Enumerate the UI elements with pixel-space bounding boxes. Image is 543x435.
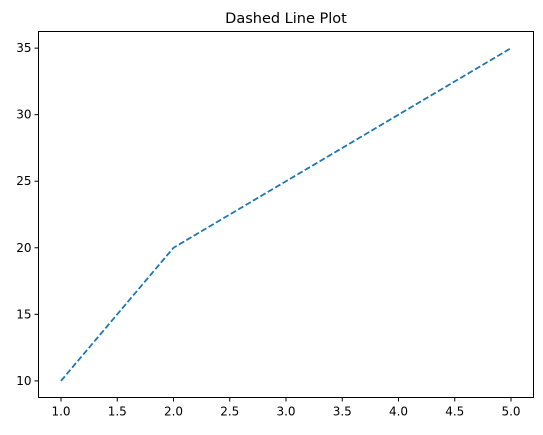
chart-title: Dashed Line Plot (225, 11, 347, 27)
y-tick-label: 10 (16, 374, 31, 388)
x-tick-label: 2.0 (164, 405, 183, 419)
x-tick-label: 3.5 (333, 405, 352, 419)
x-tick-label: 4.5 (445, 405, 464, 419)
series-layer (60, 47, 512, 382)
series-line-0 (60, 47, 512, 382)
y-tick-label: 35 (16, 41, 31, 55)
y-tick-label: 25 (16, 174, 31, 188)
x-tick-label: 1.0 (51, 405, 70, 419)
x-tick-label: 4.0 (389, 405, 408, 419)
x-tick-label: 1.5 (108, 405, 127, 419)
x-tick-label: 5.0 (501, 405, 520, 419)
x-axis: 1.0 1.5 2.0 2.5 3.0 3.5 4.0 4.5 5.0 (51, 397, 521, 419)
y-axis: 10 15 20 25 30 35 (16, 41, 39, 388)
y-tick-label: 20 (16, 241, 31, 255)
x-tick-label: 2.5 (220, 405, 239, 419)
x-tick-label: 3.0 (276, 405, 295, 419)
plot-area-frame (38, 31, 534, 398)
y-tick-label: 30 (16, 108, 31, 122)
y-tick-label: 15 (16, 307, 31, 321)
